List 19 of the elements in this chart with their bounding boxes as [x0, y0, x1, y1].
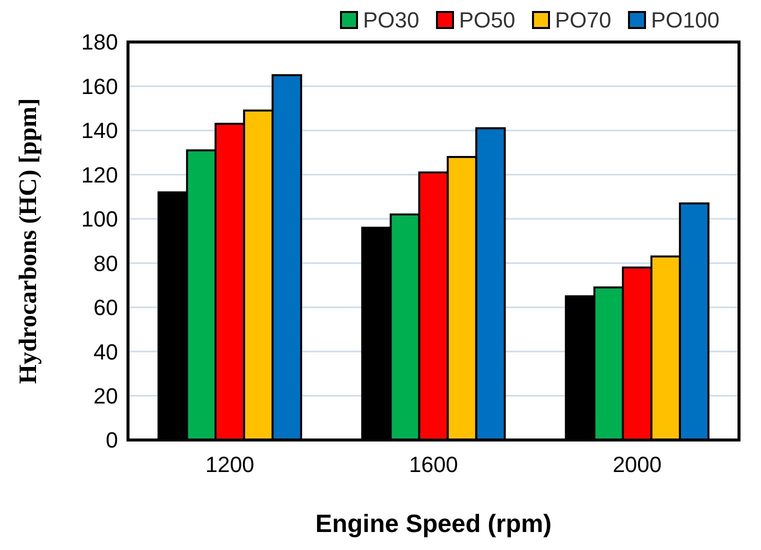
- x-tick-label: 2000: [612, 452, 662, 477]
- y-tick-label: 140: [81, 118, 118, 144]
- legend-label: PO70: [555, 8, 612, 33]
- y-tick-label: 40: [94, 339, 118, 364]
- y-tick-label: 80: [94, 250, 118, 276]
- legend-label: PO100: [651, 8, 720, 33]
- y-tick-label: 0: [106, 428, 118, 453]
- y-tick-label: 160: [81, 74, 118, 99]
- y-tick-label: 20: [94, 383, 118, 408]
- y-tick-label: 60: [94, 295, 118, 320]
- y-tick-label: 180: [81, 30, 118, 55]
- y-tick-label: 100: [81, 206, 118, 232]
- y-tick-label: 120: [81, 162, 118, 188]
- x-tick-label: 1200: [205, 452, 254, 477]
- legend-label: PO50: [459, 8, 516, 33]
- x-axis-title: Engine Speed (rpm): [315, 510, 552, 538]
- x-tick-label: 1600: [409, 452, 458, 477]
- legend-label: PO30: [363, 8, 420, 33]
- y-axis-title: Hydrocarbons (HC) [ppm]: [15, 98, 42, 384]
